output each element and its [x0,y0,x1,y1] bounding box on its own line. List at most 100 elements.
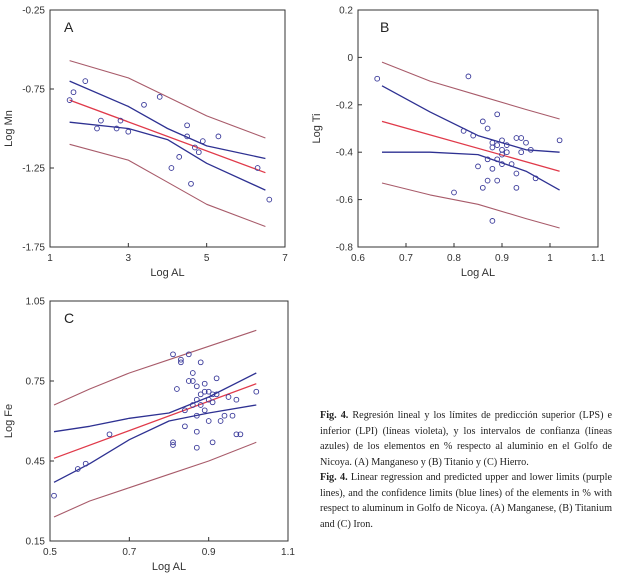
panel-a-regression-line [69,99,266,174]
panel-c-confidence-lower-line [53,404,257,483]
panel-c-y-axis-label: Log Fe [3,404,15,438]
panel-b-x-tick-label: 0.6 [351,253,365,264]
panel-c-data-point [217,418,224,424]
panel-b-x-axis-label: Log AL [461,267,495,279]
panel-a-confidence-lower-line [69,121,266,191]
panel-a-x-axis-label: Log AL [150,267,184,279]
caption-en-label: Fig. 4. [320,472,348,483]
caption-es-text: Regresión lineal y los límites de predic… [320,410,612,468]
panel-b-data-point [499,137,505,144]
panel-a-y-tick-label: -1.25 [22,164,45,175]
panel-c-data-point [170,439,176,446]
panel-c-y-tick-label: 0.15 [26,537,46,548]
panel-b-x-tick-label: 1 [547,253,553,264]
panel-a-data-point [98,117,104,124]
panel-c-data-point [209,391,216,398]
panel-a-data-point [66,97,73,103]
panel-a-data-point [266,196,273,203]
figure-caption: Fig. 4. Regresión lineal y los límites d… [320,408,612,532]
panel-c-data-point [197,402,204,408]
panel-a-manganese-chart: 1 3 5 7 -0.25 -0.75 -1.25 -1.75 Log AL Log Mn A [3,6,288,280]
panel-c-data-point [233,396,240,403]
panel-b-confidence-upper-line [381,85,560,153]
panel-c-data-point [237,431,244,438]
panel-c-data-point [205,388,212,395]
panel-a-y-tick-label: -0.25 [22,6,45,17]
panel-b-data-point [494,142,501,148]
panel-a-data-point [195,149,202,156]
panel-c-frame [49,300,289,542]
caption-en-text: Linear regression and predicted upper an… [320,472,612,530]
panel-b-data-point [484,177,491,184]
panel-b-data-point [470,132,477,139]
panel-a-prediction-upper-line [69,60,266,139]
panel-b-data-point [494,156,501,163]
panel-b-prediction-upper-line [381,61,560,120]
panel-b-data-point [532,175,539,182]
panel-b-y-tick-label: 0 [347,53,353,64]
panel-c-data-point [185,378,192,384]
panel-b-data-point [499,146,505,153]
panel-a-x-tick-label: 1 [47,253,53,264]
panel-c-data-point [170,351,176,358]
panel-a-frame [49,9,286,248]
panel-c-iron-chart: 0.5 0.7 0.9 1.1 1.05 0.75 0.45 0.15 Log AL Log Fe… [3,297,295,574]
panel-b-data-point [374,75,381,82]
panel-a-letter: A [64,19,74,35]
panel-c-data-point [225,394,232,400]
panel-b-y-axis-label: Log Ti [311,114,323,144]
panel-a-prediction-lower-line [69,143,266,228]
panel-c-data-point [253,388,260,395]
panel-c-data-point [209,439,216,446]
panel-c-y-tick-label: 0.45 [26,457,46,468]
panel-a-data-point [82,78,89,84]
panel-a-data-point [192,144,198,151]
panel-c-data-point [82,460,89,467]
panel-b-data-point [499,151,505,158]
panel-b-data-point [527,146,534,153]
caption-spanish: Fig. 4. Regresión lineal y los límites d… [320,408,612,470]
panel-c-prediction-lower-line [53,441,257,518]
panel-a-data-point [125,128,132,135]
panel-a-data-point [168,165,175,171]
panel-c-data-point [178,359,184,366]
panel-b-confidence-lower-line [382,151,560,191]
panel-c-data-point [221,412,228,419]
panel-b-x-tick-label: 1.1 [591,253,605,264]
panel-a-data-point [70,89,77,96]
panel-a-x-tick-label: 7 [282,253,288,264]
panel-b-data-point [518,135,525,141]
panel-b-data-point [484,125,491,132]
panel-c-data-point [201,407,208,414]
panel-b-data-point [451,189,457,196]
panel-c-data-point [178,356,184,363]
panel-a-data-point [113,125,120,132]
panel-a-data-point [188,180,194,187]
panel-b-data-point [460,128,467,134]
panel-a-data-point [94,125,100,132]
panel-a-data-point [215,133,222,140]
panel-c-x-axis-label: Log AL [152,561,186,573]
panel-b-frame [357,9,599,248]
panel-a-data-point [199,138,206,144]
panel-c-data-point [170,442,176,448]
panel-c-y-tick-label: 1.05 [26,297,46,308]
panel-b-data-point [556,137,563,144]
panel-c-data-point [182,407,188,414]
panel-b-data-point [494,111,501,118]
panel-c-data-point [106,431,113,438]
panel-c-prediction-upper-line [53,329,257,406]
panel-b-data-point [518,149,525,156]
panel-c-data-point [197,391,204,398]
panel-b-x-tick-label: 0.9 [495,253,509,264]
caption-english: Fig. 4. Linear regression and predicted … [320,470,612,532]
panel-a-confidence-upper-line [69,80,266,160]
panel-c-data-point [193,444,200,451]
panel-b-data-point [513,135,520,141]
panel-b-y-tick-label: -0.6 [336,195,354,206]
panel-c-data-point [189,378,196,384]
panel-c-x-tick-label: 0.7 [122,547,136,558]
panel-b-data-point [475,163,481,170]
panel-b-data-point [465,73,472,80]
